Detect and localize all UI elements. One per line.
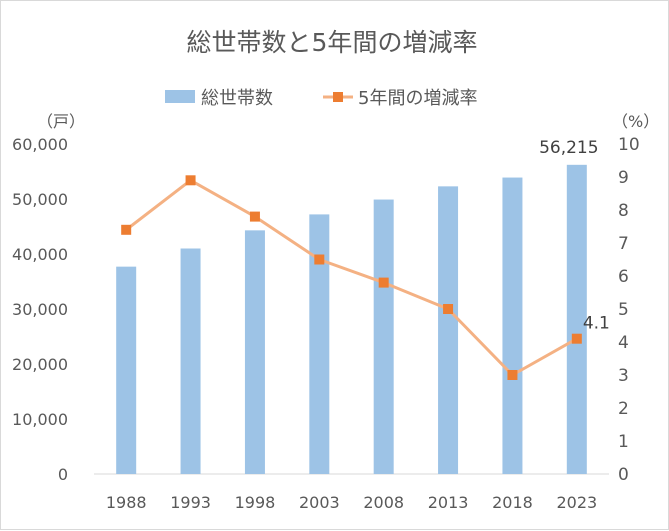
right-tick-label: 4 <box>618 333 629 353</box>
left-tick-label: 0 <box>58 465 68 484</box>
x-tick-label: 1988 <box>106 493 147 512</box>
right-tick-label: 9 <box>618 168 629 188</box>
right-tick-label: 3 <box>618 366 629 386</box>
rate-point-1998 <box>249 211 260 222</box>
left-tick-label: 20,000 <box>12 355 68 374</box>
left-tick-label: 40,000 <box>12 245 68 264</box>
left-tick-label: 30,000 <box>12 300 68 319</box>
rate-line <box>125 178 578 377</box>
right-tick-label: 7 <box>618 234 629 254</box>
bar-1988 <box>116 266 137 474</box>
x-tick-label: 2013 <box>428 493 469 512</box>
rate-point-1988 <box>121 224 132 235</box>
left-tick-label: 60,000 <box>12 135 68 154</box>
right-tick-label: 1 <box>618 432 629 452</box>
rate-point-2023 <box>571 333 582 344</box>
rate-point-2003 <box>314 254 325 265</box>
rate-point-2013 <box>443 304 454 314</box>
right-axis-unit: （%） <box>612 112 659 131</box>
legend: 総世帯数 5年間の増減率 <box>165 88 477 109</box>
rate-point-2018 <box>507 370 518 380</box>
rate-point-1993 <box>185 175 196 186</box>
bar-2013 <box>438 186 459 474</box>
x-tick-label: 1993 <box>170 493 211 512</box>
bar-2018 <box>502 177 523 475</box>
x-tick-label: 2008 <box>363 493 404 512</box>
chart-title: 総世帯数と5年間の増減率 <box>187 28 478 57</box>
x-tick-label: 2003 <box>299 493 340 512</box>
right-tick-label: 0 <box>618 465 629 485</box>
right-tick-label: 8 <box>618 201 629 221</box>
bar-1993 <box>180 248 201 474</box>
rate-point-2008 <box>378 277 389 288</box>
right-tick-label: 2 <box>618 399 629 419</box>
left-axis-unit: （戸） <box>37 112 85 131</box>
x-tick-label: 2018 <box>492 493 533 512</box>
legend-swatch-households <box>165 90 195 103</box>
legend-label-rate: 5年間の増減率 <box>358 88 477 109</box>
right-tick-label: 10 <box>618 135 640 155</box>
bar-1998 <box>244 230 265 474</box>
bar-2008 <box>373 199 394 475</box>
bar-2023 <box>566 164 587 474</box>
legend-marker-rate <box>333 92 343 102</box>
line-data-label: 4.1 <box>583 314 610 334</box>
bar-2003 <box>309 214 330 474</box>
legend-label-households: 総世帯数 <box>201 88 273 109</box>
right-tick-label: 5 <box>618 300 629 320</box>
bar-data-label: 56,215 <box>539 138 598 158</box>
left-tick-label: 10,000 <box>12 410 68 429</box>
x-tick-label: 1998 <box>235 493 276 512</box>
x-tick-label: 2023 <box>556 493 597 512</box>
right-tick-label: 6 <box>618 267 629 287</box>
left-tick-label: 50,000 <box>12 190 68 209</box>
